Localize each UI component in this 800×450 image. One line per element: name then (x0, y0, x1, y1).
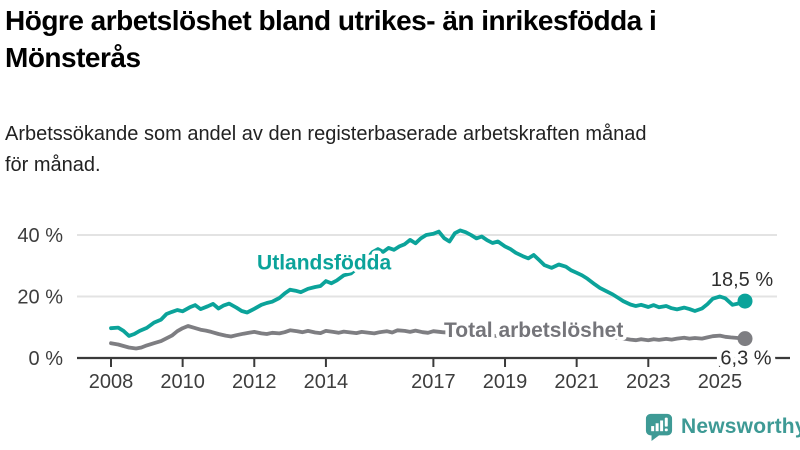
x-tick-label: 2012 (232, 371, 277, 393)
x-tick-label: 2008 (89, 371, 134, 393)
subtitle-line-1: Arbetssökande som andel av den registerb… (5, 123, 647, 145)
series-label-1: Utlandsfödda (257, 251, 391, 274)
series-label-0: Total arbetslöshet (444, 319, 623, 342)
x-tick-label: 2025 (698, 371, 743, 393)
subtitle-line-2: för månad. (5, 154, 101, 176)
series-line-0 (109, 324, 747, 351)
page-title: Högre arbetslöshet bland utrikes- än inr… (5, 2, 797, 76)
series-end-dot-0 (737, 331, 753, 347)
series-end-dot-1 (737, 293, 753, 309)
title-line-2: Mönsterås (5, 42, 141, 73)
x-tick-label: 2017 (411, 371, 456, 393)
x-tick-label: 2021 (554, 371, 599, 393)
y-tick-label: 0 % (29, 348, 64, 370)
x-tick-label: 2014 (304, 371, 349, 393)
bar-chart-bubble-icon (645, 413, 673, 441)
title-line-1: Högre arbetslöshet bland utrikes- än inr… (5, 5, 657, 36)
end-value-label-0: 6,3 % (720, 348, 771, 370)
y-tick-label: 40 % (17, 225, 63, 247)
x-tick-label: 2023 (626, 371, 671, 393)
series-line-1 (109, 228, 747, 338)
end-value-label-1: 18,5 % (711, 269, 773, 291)
newsworthy-logo[interactable]: Newsworthy (645, 412, 800, 442)
newsworthy-logo-text: Newsworthy (681, 415, 800, 438)
x-tick-label: 2019 (483, 371, 528, 393)
chart-subtitle: Arbetssökande som andel av den registerb… (5, 119, 797, 181)
x-tick-label: 2010 (160, 371, 205, 393)
y-tick-label: 20 % (17, 287, 63, 309)
